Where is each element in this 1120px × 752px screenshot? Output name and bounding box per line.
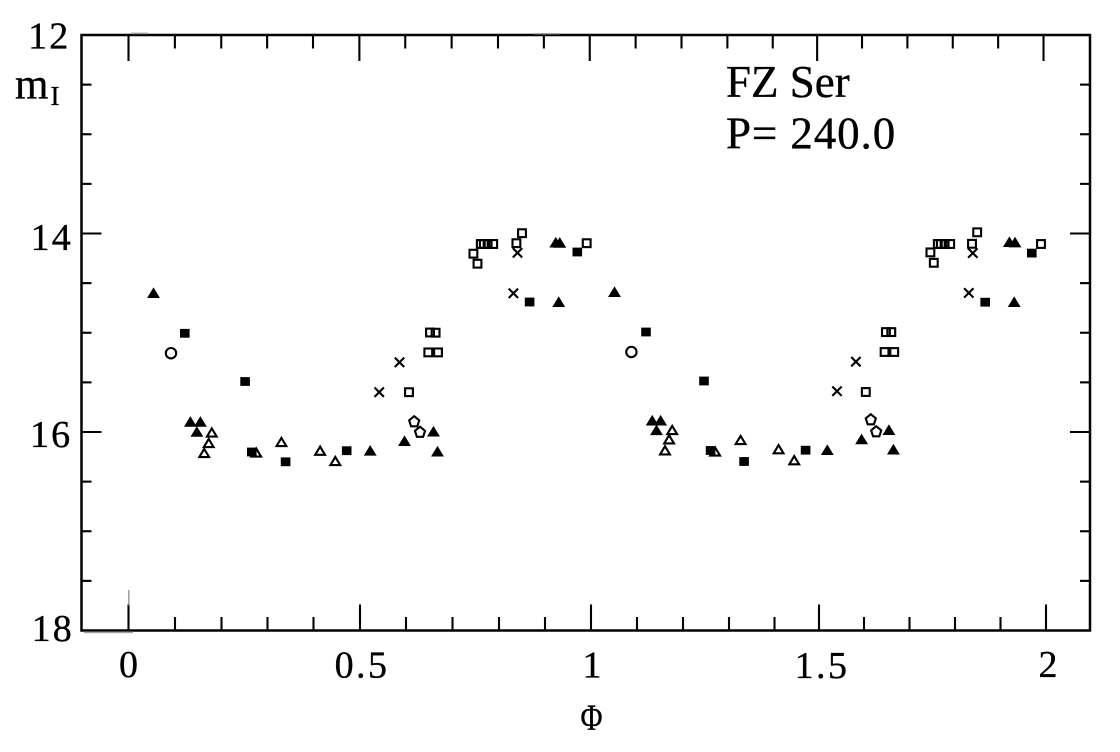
svg-text:FZ Ser: FZ Ser (726, 57, 850, 107)
svg-text:2: 2 (1039, 644, 1058, 686)
svg-text:1: 1 (583, 645, 602, 687)
svg-text:m: m (15, 62, 48, 109)
svg-text:16: 16 (30, 414, 72, 456)
svg-text:I: I (51, 81, 60, 111)
svg-text:Φ: Φ (581, 698, 603, 739)
svg-text:14: 14 (31, 217, 73, 259)
svg-text:P= 240.0: P= 240.0 (726, 109, 896, 159)
svg-text:1.5: 1.5 (795, 645, 850, 687)
svg-text:0: 0 (119, 644, 138, 686)
svg-text:18: 18 (32, 608, 74, 650)
svg-text:0.5: 0.5 (335, 645, 390, 687)
svg-text:12: 12 (28, 16, 70, 58)
